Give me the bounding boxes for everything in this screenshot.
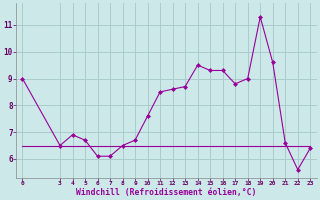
X-axis label: Windchill (Refroidissement éolien,°C): Windchill (Refroidissement éolien,°C) — [76, 188, 257, 197]
